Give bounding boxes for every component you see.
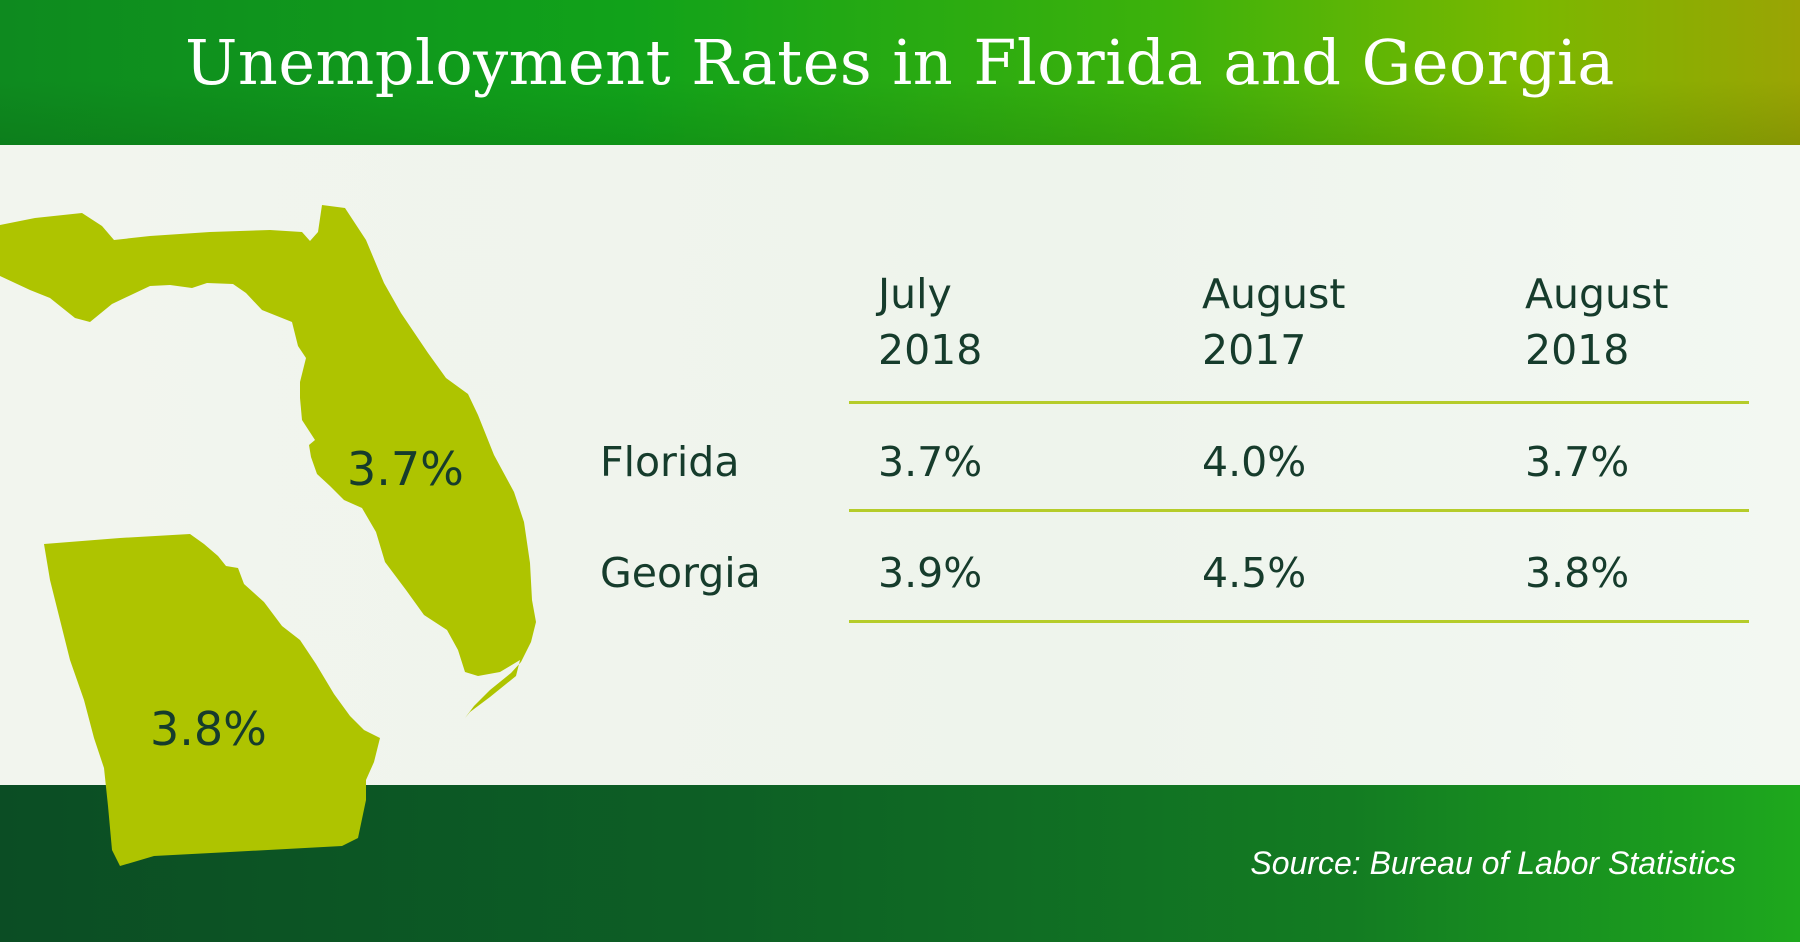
column-header-month: August [1525, 270, 1669, 318]
table-rule [849, 620, 1749, 623]
row-label-georgia: Georgia [600, 549, 761, 597]
page-title: Unemployment Rates in Florida and Georgi… [185, 26, 1615, 99]
table-cell: 3.7% [878, 438, 983, 486]
row-label-florida: Florida [600, 438, 740, 486]
column-header-month: July [878, 270, 952, 318]
column-header-year: 2018 [878, 326, 983, 374]
table-cell: 3.9% [878, 549, 983, 597]
column-header-year: 2017 [1202, 326, 1307, 374]
table-rule [849, 401, 1749, 404]
column-header-month: August [1202, 270, 1346, 318]
header-shade [0, 0, 1800, 145]
column-header: July 2018 [878, 266, 1118, 378]
table-rule [849, 509, 1749, 512]
column-header-year: 2018 [1525, 326, 1630, 374]
florida-rate-label: 3.7% [347, 442, 464, 496]
column-header: August 2017 [1202, 266, 1442, 378]
georgia-rate-label: 3.8% [150, 702, 267, 756]
header-banner [0, 0, 1800, 145]
georgia-shape [44, 534, 380, 866]
table-cell: 3.8% [1525, 549, 1630, 597]
table-cell: 4.5% [1202, 549, 1307, 597]
source-note: Source: Bureau of Labor Statistics [1250, 845, 1736, 881]
column-header: August 2018 [1525, 266, 1765, 378]
florida-shape [0, 205, 536, 718]
table-cell: 4.0% [1202, 438, 1307, 486]
table-cell: 3.7% [1525, 438, 1630, 486]
